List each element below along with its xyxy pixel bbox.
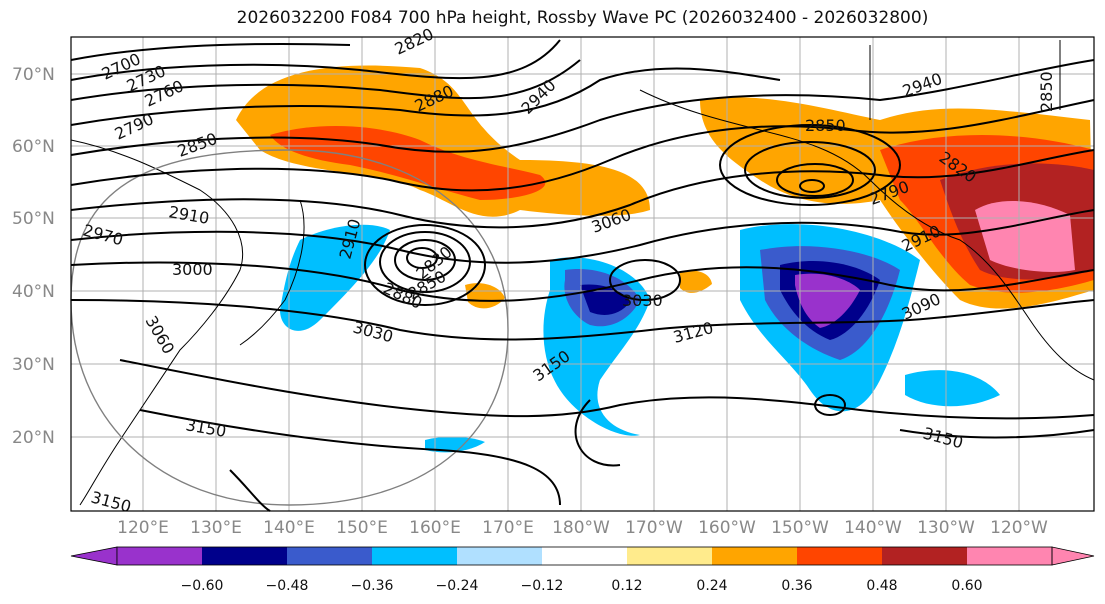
colorbar-swatch	[627, 547, 712, 565]
contour-label: 3030	[622, 291, 663, 310]
colorbar-swatch	[882, 547, 967, 565]
coastlines	[70, 40, 1095, 506]
map-frame	[70, 36, 1095, 512]
lon-label: 120°E	[117, 518, 169, 538]
colorbar-swatch	[372, 547, 457, 565]
colorbar-swatch	[117, 547, 202, 565]
longitude-labels: 120°E 130°E 140°E 150°E 160°E 170°E 180°…	[117, 518, 1048, 538]
lat-label: 60°N	[12, 137, 55, 157]
colorbar-ticks: −0.60 −0.48 −0.36 −0.24 −0.12 0.12 0.24 …	[181, 578, 983, 594]
contour-label: 3000	[172, 260, 213, 279]
lon-label: 130°W	[917, 518, 975, 538]
lon-label: 180°W	[552, 518, 610, 538]
colorbar-tick-label: −0.60	[181, 578, 224, 594]
colorbar-tick-label: 0.12	[611, 578, 642, 594]
reference-circle	[70, 149, 509, 506]
height-contours	[70, 39, 1095, 512]
lat-label: 30°N	[12, 355, 55, 375]
colorbar-tick-label: 0.60	[951, 578, 982, 594]
colorbar-swatch	[967, 547, 1052, 565]
colorbar-tick-label: −0.24	[436, 578, 479, 594]
lon-label: 150°W	[771, 518, 829, 538]
colorbar-tick-label: 0.36	[781, 578, 812, 594]
lat-label: 40°N	[12, 282, 55, 302]
colorbar-frame	[116, 546, 1053, 566]
lon-label: 120°W	[990, 518, 1048, 538]
contour-label: 2850	[805, 116, 846, 135]
lat-label: 50°N	[12, 209, 55, 229]
map-title: 2026032200 F084 700 hPa height, Rossby W…	[236, 8, 929, 28]
colorbar-swatch	[712, 547, 797, 565]
lon-label: 150°E	[336, 518, 388, 538]
lon-label: 140°E	[263, 518, 315, 538]
colorbar-tick-label: −0.12	[521, 578, 564, 594]
colorbar-swatch	[287, 547, 372, 565]
lat-label: 70°N	[12, 65, 55, 85]
contour-label: 2850	[1037, 71, 1056, 112]
lon-label: 160°W	[698, 518, 756, 538]
colorbar-tick-label: −0.48	[266, 578, 309, 594]
colorbar-extend-low	[70, 546, 118, 566]
lon-label: 130°E	[190, 518, 242, 538]
colorbar-tick-label: −0.36	[351, 578, 394, 594]
lon-label: 160°E	[409, 518, 461, 538]
colorbar	[70, 546, 1095, 566]
lon-label: 140°W	[844, 518, 902, 538]
colorbar-tick-label: 0.24	[696, 578, 727, 594]
colorbar-tick-label: 0.48	[866, 578, 897, 594]
colorbar-swatch	[202, 547, 287, 565]
colorbar-swatch	[457, 547, 542, 565]
colorbar-extend-high	[1051, 546, 1095, 566]
anomaly-shading	[236, 65, 1094, 453]
colorbar-swatch	[542, 547, 627, 565]
lon-label: 170°W	[625, 518, 683, 538]
latitude-labels: 70°N 60°N 50°N 40°N 30°N 20°N	[12, 65, 55, 448]
lat-label: 20°N	[12, 428, 55, 448]
colorbar-swatch	[797, 547, 882, 565]
lon-label: 170°E	[482, 518, 534, 538]
